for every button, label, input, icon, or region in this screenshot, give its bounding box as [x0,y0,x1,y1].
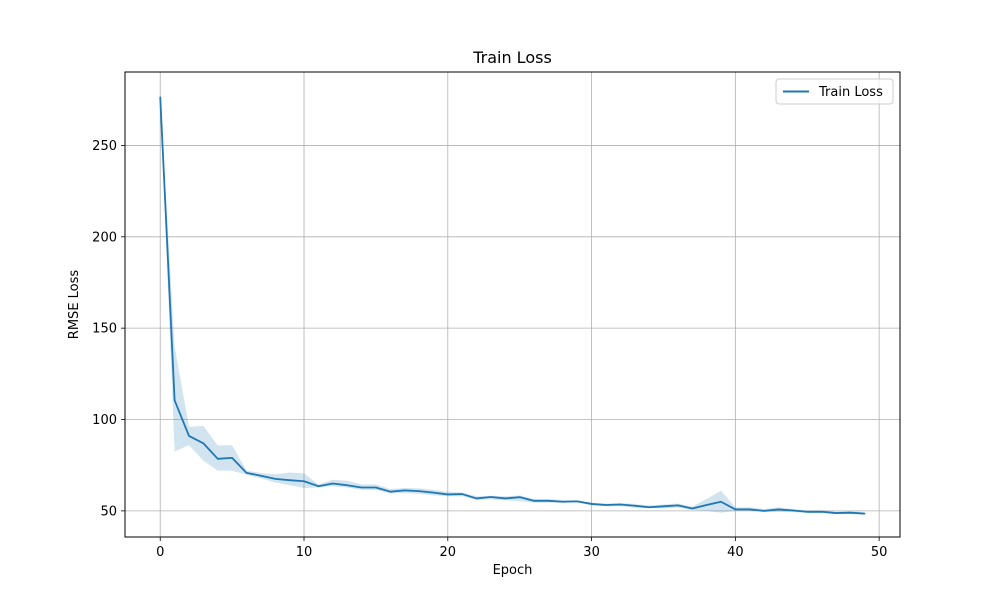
y-axis-label: RMSE Loss [67,270,82,340]
data-point [346,484,348,486]
data-point [562,501,564,503]
data-point [432,492,435,494]
data-point [332,482,334,485]
data-point [777,508,780,511]
data-point [217,458,219,460]
y-tick-label: 250 [92,139,117,154]
data-point [792,509,794,512]
x-axis-label: Epoch [493,563,533,578]
data-point [475,497,478,500]
data-point [159,96,161,98]
data-point [864,513,866,515]
data-point [389,491,391,493]
data-point [691,507,693,510]
data-point [260,475,262,477]
x-tick-label: 40 [727,545,744,560]
data-point [763,510,765,512]
data-point [490,496,492,498]
x-tick-label: 0 [156,545,164,560]
data-point [749,508,751,511]
data-point [404,489,406,492]
data-point [648,506,650,508]
data-point [418,490,420,492]
data-point [634,505,636,507]
legend-label-train-loss: Train Loss [818,85,883,100]
y-tick-label: 100 [92,413,117,428]
series-line-layer [159,96,866,515]
data-point [231,457,233,459]
data-point [706,504,708,506]
data-point [806,511,808,513]
plot-area-frame [124,71,901,538]
x-tick-label: 30 [583,545,600,560]
data-point [202,442,204,444]
data-point [734,508,736,511]
y-tick-label: 50 [100,504,117,519]
data-point [720,501,722,503]
data-point [317,485,319,487]
data-point [821,511,823,513]
data-point [375,486,377,489]
data-point [849,512,851,514]
data-point [605,504,607,506]
legend: Train Loss [775,78,894,105]
x-tick-label: 50 [871,545,888,560]
series-line-train-loss [159,96,865,515]
y-tick-label: 150 [92,322,117,337]
x-tick-label: 20 [440,545,457,560]
data-point [547,500,550,502]
data-point [504,497,506,500]
data-point [533,500,535,502]
data-point [174,399,176,401]
data-point [245,472,248,474]
data-point [188,435,190,437]
data-point [590,503,593,505]
data-point [461,493,463,495]
data-point [303,480,305,482]
data-point [835,512,837,514]
data-point [576,500,578,502]
data-point [519,496,521,498]
legend-box [775,78,894,105]
data-point [289,479,291,481]
axis-ticks: 0 10 20 30 40 50 50 100 150 200 250 [92,139,887,560]
data-point [360,486,363,489]
x-tick-label: 10 [296,545,313,560]
chart-title: Train Loss [472,48,552,67]
y-tick-label: 200 [92,230,117,245]
data-point [677,504,679,506]
data-point [274,478,276,480]
data-point [662,505,665,507]
data-point [447,493,449,496]
data-point [619,503,621,506]
